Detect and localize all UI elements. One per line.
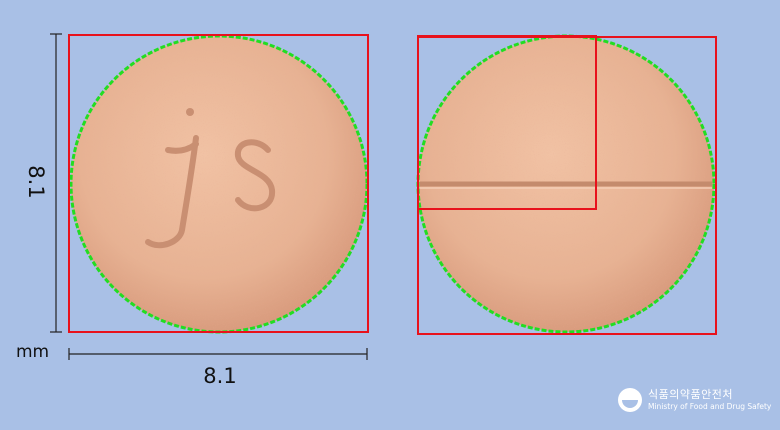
width-dimension-label: 8.1 <box>196 364 244 388</box>
pill-front <box>69 35 368 332</box>
unit-label: mm <box>16 342 49 362</box>
mfds-logo: 식품의약품안전처 Ministry of Food and Drug Safet… <box>618 384 768 416</box>
logo-korean-text: 식품의약품안전처 <box>648 386 733 402</box>
pill-back <box>418 36 716 334</box>
height-dimension-label: 8.1 <box>24 164 48 200</box>
logo-english-text: Ministry of Food and Drug Safety <box>648 402 771 411</box>
mfds-emblem-icon <box>618 388 642 412</box>
